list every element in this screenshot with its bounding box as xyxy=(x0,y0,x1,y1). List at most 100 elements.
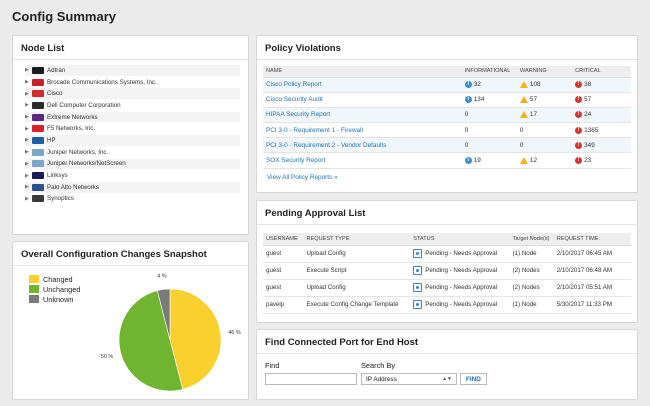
policy-name-cell: PCI 3-0 - Requirement 2 - Vendor Default… xyxy=(263,137,462,154)
page-title: Config Summary xyxy=(12,9,117,24)
status-cell: Pending - Needs Approval xyxy=(410,262,510,280)
pending-approval-icon xyxy=(413,300,423,309)
node-list-item[interactable]: ▶ Dell Computer Corporation xyxy=(25,100,240,112)
column-header-request-time[interactable]: REQUEST TIME xyxy=(553,233,631,246)
table-row: Cisco Policy Report i 32 108! 38 xyxy=(263,77,631,93)
node-list-item-label: Juniper Networks/NetScreen xyxy=(47,160,126,168)
informational-icon: i xyxy=(464,81,472,88)
node-list-item[interactable]: ▶ Palo Alto Networks xyxy=(25,181,240,194)
find-connected-port-title: Find Connected Port for End Host xyxy=(257,330,637,354)
policy-report-link[interactable]: HIPAA Security Report xyxy=(266,111,331,119)
crit-count-cell: ! 24 xyxy=(572,107,631,124)
pie-slice-unchanged xyxy=(118,290,184,392)
legend-item-unknown: Unknown xyxy=(29,294,80,304)
node-list-item-label: Palo Alto Networks xyxy=(47,183,99,191)
expand-caret-icon[interactable]: ▶ xyxy=(25,102,29,109)
node-list-item[interactable]: ▶ Cisco xyxy=(25,88,240,101)
policy-report-link[interactable]: Cisco Policy Report xyxy=(266,81,322,89)
vendor-logo-icon xyxy=(32,90,44,98)
column-header-critical[interactable]: CRITICAL xyxy=(572,66,631,78)
expand-caret-icon[interactable]: ▶ xyxy=(25,90,29,97)
expand-caret-icon[interactable]: ▶ xyxy=(25,67,29,74)
request-time-cell: 2/10/2017 06:48 AM xyxy=(553,262,631,280)
policy-report-link[interactable]: Cisco Security Audit xyxy=(266,96,323,104)
table-row: PCI 3-0 - Requirement 2 - Vendor Default… xyxy=(263,137,631,154)
table-row: guest Execute Script Pending - Needs Appro… xyxy=(263,262,631,280)
column-header-request-type[interactable]: REQUEST TYPE xyxy=(303,233,411,246)
table-row: Cisco Security Audit i 134 57! 57 xyxy=(263,92,631,108)
pending-approval-icon xyxy=(413,249,423,258)
find-button[interactable]: FIND xyxy=(460,373,487,385)
info-count-cell: 0 xyxy=(461,107,517,124)
column-header-target-nodes[interactable]: Target Node(s) xyxy=(509,233,554,246)
critical-icon: ! xyxy=(575,96,583,104)
vendor-logo-icon xyxy=(32,113,44,121)
warning-icon xyxy=(519,156,528,164)
node-list-item[interactable]: ▶ Linksys xyxy=(25,170,240,182)
node-list-item[interactable]: ▶ Juniper Networks, Inc. xyxy=(25,147,240,159)
find-input[interactable] xyxy=(265,373,357,385)
target-nodes-cell: (2) Nodes xyxy=(509,262,554,280)
warning-icon xyxy=(519,96,528,104)
info-count: 0 xyxy=(464,141,469,149)
node-list-item[interactable]: ▶ Brocade Communications Systems, Inc. xyxy=(25,77,240,89)
policy-violations-title: Policy Violations xyxy=(257,36,637,60)
policy-report-link[interactable]: PCI 3-0 - Requirement 2 - Vendor Default… xyxy=(266,141,387,149)
request-type-cell: Upload Config xyxy=(303,279,411,297)
column-header-warning[interactable]: WARNING xyxy=(516,66,573,78)
request-type-cell: Execute Script xyxy=(303,262,411,280)
warn-count: 0 xyxy=(519,141,524,149)
request-type-cell: Execute Config Change Template xyxy=(303,296,411,314)
expand-caret-icon[interactable]: ▶ xyxy=(25,125,29,132)
expand-caret-icon[interactable]: ▶ xyxy=(25,195,29,202)
policy-name-cell: Cisco Security Audit xyxy=(263,92,462,108)
policy-name-cell: HIPAA Security Report xyxy=(263,107,462,124)
changes-snapshot-title: Overall Configuration Changes Snapshot xyxy=(13,242,248,266)
search-by-select[interactable]: IP Address ▲▼ xyxy=(361,373,457,385)
pending-approval-icon xyxy=(413,283,423,292)
search-by-value: IP Address xyxy=(366,375,397,383)
policy-report-link[interactable]: SOX Security Report xyxy=(266,157,326,165)
expand-caret-icon[interactable]: ▶ xyxy=(25,114,29,121)
expand-caret-icon[interactable]: ▶ xyxy=(25,160,29,167)
warn-count-cell: 0 xyxy=(516,122,573,139)
column-header-username[interactable]: USERNAME xyxy=(263,233,304,246)
crit-count-cell: ! 38 xyxy=(572,77,631,93)
expand-caret-icon[interactable]: ▶ xyxy=(25,137,29,144)
vendor-logo-icon xyxy=(32,101,44,109)
node-list-item[interactable]: ▶ Adtran xyxy=(25,65,240,77)
vendor-logo-icon xyxy=(32,125,44,133)
node-list-item[interactable]: ▶ Juniper Networks/NetScreen xyxy=(25,158,240,171)
pie-slice-label: 46 % xyxy=(228,330,241,336)
vendor-logo-icon xyxy=(32,78,44,86)
expand-caret-icon[interactable]: ▶ xyxy=(25,172,29,179)
expand-caret-icon[interactable]: ▶ xyxy=(25,79,29,86)
table-header-row: NAME INFORMATIONAL WARNING CRITICAL xyxy=(263,66,631,78)
column-header-informational[interactable]: INFORMATIONAL xyxy=(461,66,517,78)
crit-count: 1365 xyxy=(584,126,599,134)
find-label: Find xyxy=(265,361,280,370)
pending-approval-icon xyxy=(413,266,423,275)
policy-report-link[interactable]: PCI 3-0 - Requirement 1 - Firewall xyxy=(266,126,363,134)
node-list-item[interactable]: ▶ Synoptics xyxy=(25,194,240,206)
node-list-item-label: Dell Computer Corporation xyxy=(47,101,121,109)
info-count: 0 xyxy=(464,111,469,119)
policy-name-cell: PCI 3-0 - Requirement 1 - Firewall xyxy=(263,122,462,139)
critical-icon: ! xyxy=(575,111,583,119)
column-header-name[interactable]: NAME xyxy=(263,66,462,78)
table-row: HIPAA Security Report 0 17! 24 xyxy=(263,107,631,124)
node-list-item[interactable]: ▶ Extreme Networks xyxy=(25,111,240,124)
column-header-status[interactable]: STATUS xyxy=(410,233,510,246)
changes-snapshot-panel: Overall Configuration Changes Snapshot 4… xyxy=(12,241,249,400)
node-list-item-label: Juniper Networks, Inc. xyxy=(47,148,109,156)
crit-count: 23 xyxy=(584,157,592,165)
node-list-item[interactable]: ▶ HP xyxy=(25,135,240,147)
legend-item-changed: Changed xyxy=(29,274,80,284)
expand-caret-icon[interactable]: ▶ xyxy=(25,149,29,156)
node-list-item[interactable]: ▶ F5 Networks, Inc. xyxy=(25,123,240,136)
expand-caret-icon[interactable]: ▶ xyxy=(25,184,29,191)
node-list-item-label: F5 Networks, Inc. xyxy=(47,125,96,133)
view-all-policy-reports-link[interactable]: View All Policy Reports » xyxy=(267,173,338,181)
request-type-cell: Upload Config xyxy=(303,245,411,263)
legend-item-unchanged: Unchanged xyxy=(29,284,80,294)
